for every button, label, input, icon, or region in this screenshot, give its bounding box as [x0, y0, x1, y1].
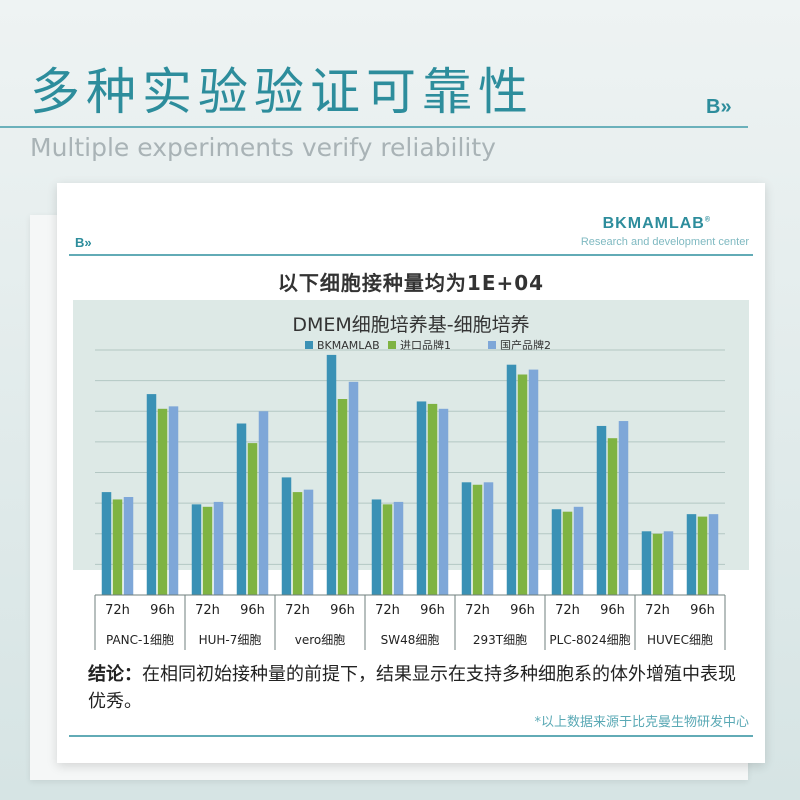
bar — [146, 394, 157, 595]
x-tick-label: 96h — [420, 603, 445, 618]
bar — [326, 354, 337, 595]
card-divider — [69, 254, 753, 256]
brand-subtitle: Research and development center — [580, 236, 749, 248]
legend-swatch — [305, 341, 313, 349]
x-tick-label: 72h — [555, 603, 580, 618]
bar — [382, 504, 393, 595]
chart-note: 以下细胞接种量均为1E+04 — [277, 271, 545, 295]
x-tick-label: 96h — [150, 603, 175, 618]
title-underline — [0, 126, 748, 128]
group-label: SW48细胞 — [381, 633, 440, 647]
bar — [123, 497, 134, 595]
bar — [652, 533, 663, 595]
legend-swatch — [488, 341, 496, 349]
bar — [607, 438, 618, 595]
group-label: HUH-7细胞 — [199, 633, 262, 647]
bar — [596, 425, 607, 595]
x-tick-label: 72h — [375, 603, 400, 618]
bar — [562, 511, 573, 595]
x-tick-label: 96h — [240, 603, 265, 618]
bar — [472, 484, 483, 595]
bar — [247, 443, 258, 595]
brand-logo-icon: B» — [706, 96, 732, 118]
group-label: PLC-8024细胞 — [549, 633, 630, 647]
bar — [641, 531, 652, 595]
bar — [618, 421, 629, 595]
legend-label: BKMAMLAB — [317, 339, 380, 352]
bar — [202, 506, 213, 595]
group-label: PANC-1细胞 — [106, 633, 174, 647]
bar — [292, 492, 303, 595]
chart-title: DMEM细胞培养基-细胞培养 — [292, 314, 529, 336]
bar — [191, 504, 202, 595]
legend-label: 国产品牌2 — [500, 338, 551, 352]
brand-name: BKMAMLAB® — [602, 215, 711, 232]
bar — [101, 492, 112, 595]
conclusion: 结论：在相同初始接种量的前提下，结果显示在支持多种细胞系的体外增殖中表现优秀。 — [88, 661, 748, 715]
bar — [371, 499, 382, 595]
bar — [551, 509, 562, 595]
bar — [168, 406, 179, 595]
bar — [517, 374, 528, 595]
bar — [438, 408, 449, 595]
group-label: HUVEC细胞 — [647, 633, 713, 647]
bar — [157, 408, 168, 595]
bar — [483, 482, 494, 595]
x-tick-label: 96h — [690, 603, 715, 618]
legend-label: 进口品牌1 — [400, 338, 451, 352]
conclusion-text: 在相同初始接种量的前提下，结果显示在支持多种细胞系的体外增殖中表现优秀。 — [88, 664, 736, 712]
bar — [258, 411, 269, 595]
chart: DMEM细胞培养基-细胞培养 BKMAMLAB 进口品牌1 国产品牌2 72h 96h 72… — [73, 300, 749, 660]
page-subtitle: Multiple experiments verify reliability — [30, 133, 496, 162]
bar — [573, 506, 584, 595]
bar — [337, 399, 348, 595]
bar — [506, 364, 517, 595]
bar — [708, 514, 719, 595]
x-tick-label: 72h — [105, 603, 130, 618]
x-tick-label: 96h — [510, 603, 535, 618]
x-tick-label: 72h — [645, 603, 670, 618]
x-tick-label: 72h — [195, 603, 220, 618]
bar — [686, 514, 697, 595]
legend-swatch — [388, 341, 396, 349]
bar — [528, 369, 539, 595]
x-tick-label: 96h — [330, 603, 355, 618]
bar — [303, 489, 314, 595]
card-logo-icon: B» — [75, 235, 92, 250]
bar — [281, 477, 292, 595]
page-title: 多种实验验证可靠性 — [30, 63, 534, 121]
bar — [348, 381, 359, 595]
x-tick-label: 96h — [600, 603, 625, 618]
group-label: vero细胞 — [295, 633, 346, 647]
bar — [697, 516, 708, 595]
bar — [427, 403, 438, 595]
x-tick-label: 72h — [285, 603, 310, 618]
bar — [393, 501, 404, 595]
bar — [663, 531, 674, 595]
conclusion-label: 结论： — [88, 664, 142, 685]
bar — [236, 423, 247, 595]
bar — [461, 482, 472, 595]
bar — [213, 501, 224, 595]
data-card: B» BKMAMLAB® Research and development ce… — [57, 183, 765, 763]
x-tick-label: 72h — [465, 603, 490, 618]
bar-chart: DMEM细胞培养基-细胞培养 BKMAMLAB 进口品牌1 国产品牌2 72h 96h 72… — [73, 300, 749, 650]
group-label: 293T细胞 — [473, 633, 527, 647]
bar — [112, 499, 123, 595]
bar — [416, 401, 427, 595]
plot-background — [73, 300, 749, 570]
card-divider-bottom — [69, 735, 753, 737]
footnote: *以上数据来源于比克曼生物研发中心 — [534, 715, 749, 730]
